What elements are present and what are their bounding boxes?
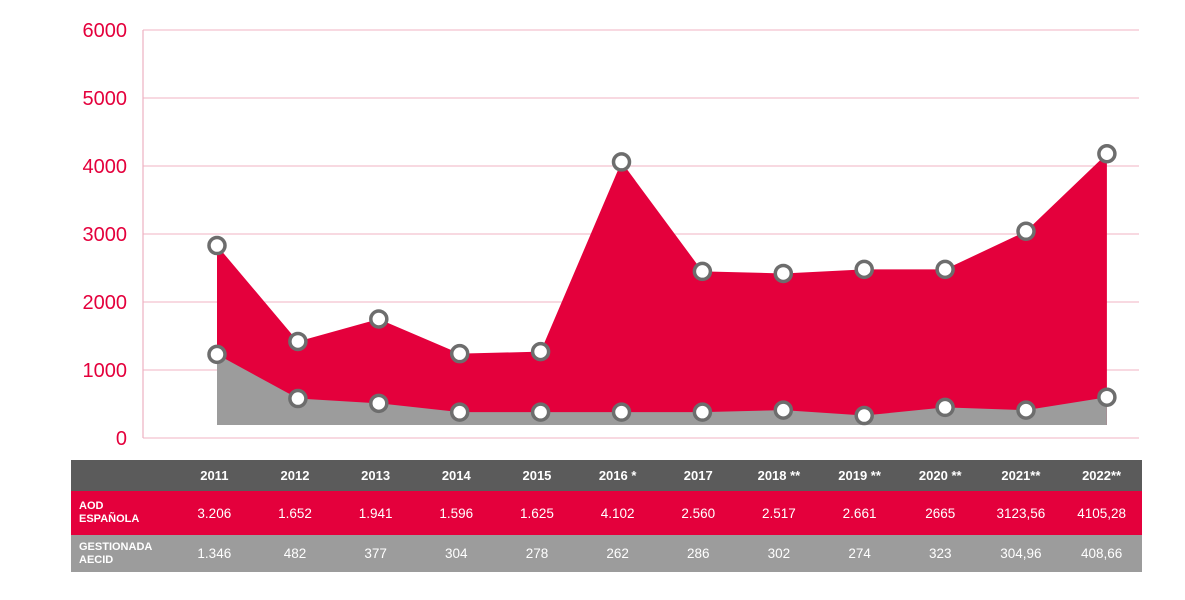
y-tick-label: 2000 — [83, 292, 128, 314]
header-year: 2013 — [361, 468, 391, 483]
row-label-aod: AOD ESPAÑOLA — [71, 491, 174, 535]
data-point-aecid — [854, 405, 874, 426]
area-chart: 0 1000 2000 3000 4000 5000 6000 — [83, 20, 1139, 450]
header-year: 2012 — [280, 468, 310, 483]
data-point-aod — [369, 309, 389, 329]
header-empty-cell — [71, 460, 174, 491]
table-cell: 304,96 — [1000, 546, 1042, 561]
table-cell: 274 — [848, 546, 871, 561]
table-cell: 1.941 — [358, 505, 393, 521]
row-label-line: AOD — [79, 500, 104, 512]
table-cell: 2665 — [925, 505, 956, 521]
table-cell: 1.652 — [278, 505, 312, 521]
data-point-aecid — [1016, 400, 1036, 420]
header-year: 2017 — [683, 468, 713, 483]
table-row-aod: AOD ESPAÑOLA 3.206 1.652 1.941 1.596 1.62… — [71, 491, 1142, 535]
y-tick-label: 4000 — [83, 156, 128, 178]
data-point-aod — [530, 341, 551, 362]
data-point-aecid — [773, 400, 794, 420]
y-tick-label: 3000 — [83, 224, 128, 246]
header-year: 2016 * — [598, 468, 637, 483]
table-cell: 4105,28 — [1077, 505, 1127, 521]
header-year: 2015 — [522, 468, 552, 483]
table-cell: 3123,56 — [996, 505, 1046, 521]
series-area-aod — [217, 153, 1107, 425]
data-point-aod — [692, 261, 713, 282]
header-year: 2022** — [1082, 468, 1122, 483]
header-year: 2020 ** — [918, 468, 962, 483]
table-cell: 1.625 — [520, 505, 554, 521]
table-cell: 2.560 — [681, 505, 716, 521]
table-cell: 302 — [767, 546, 791, 561]
table-cell: 1.596 — [439, 505, 474, 521]
header-year: 2011 — [200, 468, 229, 483]
row-label-line: AECID — [79, 553, 114, 566]
table-cell: 278 — [525, 546, 549, 561]
table-cell: 408,66 — [1080, 546, 1123, 561]
data-point-aod — [935, 259, 955, 280]
data-point-aecid — [692, 402, 713, 422]
table-header-row: 2011 2012 2013 2014 2015 2016 * 2017 201… — [71, 460, 1142, 491]
row-label-line: GESTIONADA — [79, 540, 153, 553]
header-year: 2021** — [1001, 468, 1041, 483]
data-point-aod — [854, 259, 874, 280]
row-label-aecid: GESTIONADA AECID — [71, 535, 174, 572]
data-point-aecid — [935, 397, 955, 418]
chart-markers — [207, 144, 1117, 426]
data-point-aecid — [449, 402, 470, 422]
y-tick-label: 1000 — [83, 360, 128, 382]
data-point-aod — [773, 263, 794, 284]
table-cell: 482 — [283, 546, 307, 561]
chart-areas — [217, 153, 1107, 425]
table-cell: 2.517 — [762, 505, 796, 521]
data-point-aod — [611, 152, 632, 172]
header-year: 2014 — [441, 468, 471, 483]
table-cell: 2.661 — [842, 505, 877, 521]
table-row-aecid: GESTIONADA AECID 1.346 482 377 304 278 26… — [71, 535, 1142, 572]
data-point-aecid — [1097, 387, 1117, 407]
y-tick-label: 5000 — [83, 88, 128, 110]
data-point-aecid — [207, 344, 227, 365]
data-point-aod — [449, 343, 470, 364]
table-cell: 262 — [606, 546, 629, 561]
header-year: 2019 ** — [838, 468, 881, 483]
y-axis-ticks: 0 1000 2000 3000 4000 5000 6000 — [83, 20, 128, 450]
table-cell: 3.206 — [197, 505, 232, 521]
table-cell: 4.102 — [600, 505, 635, 521]
table-cell: 304 — [445, 546, 468, 561]
y-tick-label: 6000 — [83, 20, 128, 42]
y-tick-label: 0 — [116, 428, 127, 450]
data-point-aod — [1097, 144, 1117, 164]
data-point-aecid — [530, 402, 551, 422]
data-point-aod — [1016, 221, 1036, 242]
series-area-aecid — [217, 354, 1107, 425]
table-cell: 323 — [928, 546, 952, 561]
data-table: 2011 2012 2013 2014 2015 2016 * 2017 201… — [71, 460, 1142, 572]
table-cell: 286 — [687, 546, 710, 561]
table-cell: 377 — [364, 546, 387, 561]
data-point-aod — [288, 331, 308, 352]
data-point-aecid — [369, 393, 389, 414]
data-point-aecid — [288, 388, 308, 409]
header-year: 2018 ** — [757, 468, 801, 483]
data-point-aod — [207, 235, 227, 256]
row-label-line: ESPAÑOLA — [79, 513, 140, 525]
data-point-aecid — [611, 402, 632, 422]
table-cell: 1.346 — [197, 546, 232, 561]
